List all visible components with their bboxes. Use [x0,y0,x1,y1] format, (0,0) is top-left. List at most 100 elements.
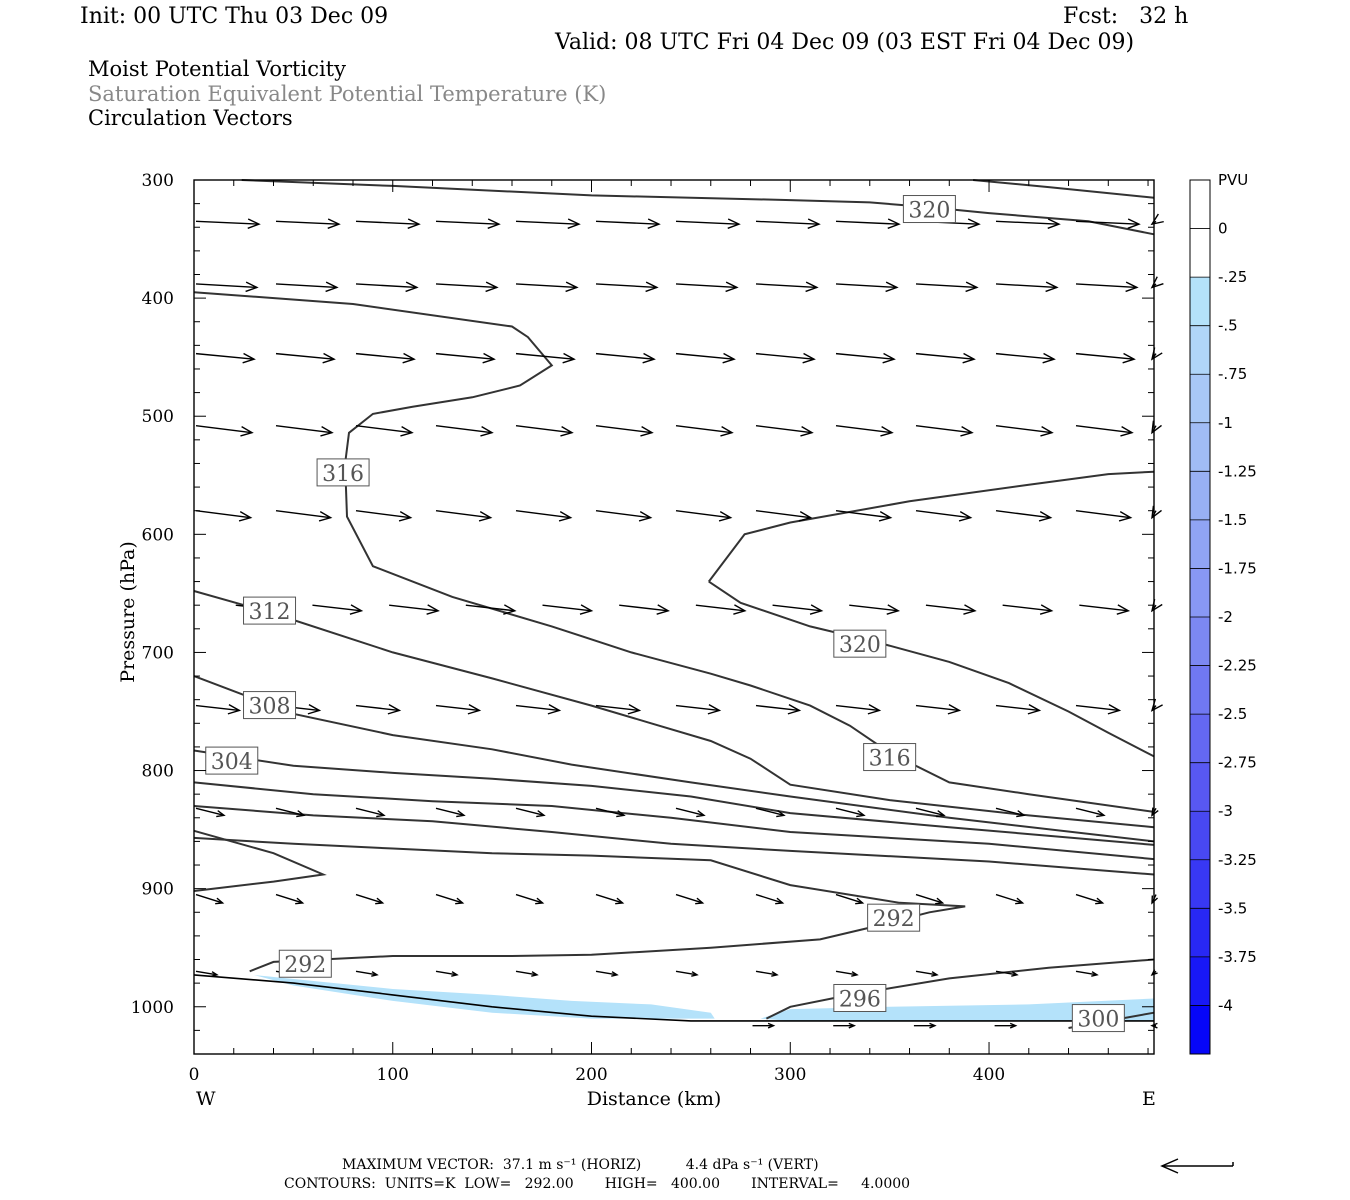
vector-head [1151,420,1162,435]
circulation-vector-54 [355,510,413,522]
vector-head [558,511,573,522]
circulation-vector-16 [435,281,499,293]
vector-shaft [595,970,618,976]
vector-head [455,897,465,905]
vector-head [809,604,824,615]
vector-shaft [195,970,218,976]
field-title-vectors: Circulation Vectors [88,106,293,130]
vector-shaft [195,704,240,712]
contour-info-note: CONTOURS: UNITS=K LOW= 292.00 HIGH= 400.… [284,1176,911,1192]
vector-shaft [619,604,669,612]
circulation-vector-88 [995,703,1042,715]
circulation-vector-37 [1075,352,1136,364]
vector-shaft [675,807,705,817]
circulation-vector-110 [675,893,705,905]
axes-layer: 0 100 200 300 400 300 400 500 600 700 800 900 1000 Di… [117,171,1156,1110]
vector-shaft [755,220,820,225]
contour-label-8: 292 [867,903,921,932]
circulation-vector-76 [1079,604,1131,615]
contour-line-6 [193,675,1155,843]
colorbar-tick-label: -.25 [1218,268,1247,286]
colorbar-tick-label: -1.5 [1218,511,1247,529]
vector-head [478,511,493,522]
circulation-vector-57 [595,510,653,522]
vector-shaft [849,604,899,612]
circulation-vector-47 [835,424,894,437]
circulation-vector-82 [515,703,562,715]
vector-head [1016,810,1026,818]
vector-shaft [435,424,493,434]
vector-shaft [435,807,465,817]
colorbar-tick-label: -.75 [1218,365,1247,383]
circulation-vector-106 [355,893,385,905]
vector-head [565,281,579,293]
circulation-vector-34 [835,352,896,364]
contour-label-box [205,746,259,775]
colorbar-cell-6 [1190,471,1210,521]
vector-shaft [195,220,260,225]
vector-shaft [355,704,400,712]
circulation-vector-135 [1150,1022,1158,1029]
contour-line-11 [193,836,966,973]
vector-head [800,426,814,437]
vector-shaft [595,807,625,817]
vector-head [1039,604,1054,615]
pv-shade-region-1 [760,998,1154,1021]
vector-shaft [435,283,497,289]
circulation-vector-133 [994,1022,1018,1029]
vector-shaft [1075,970,1098,976]
vector-head [1120,426,1134,437]
vector-head [1042,352,1056,364]
colorbar-cell-9 [1190,617,1210,667]
circulation-vector-91 [195,807,226,818]
vector-shaft [675,704,720,712]
circulation-vector-45 [675,424,734,437]
colorbar-tick-label: -1.25 [1218,462,1257,480]
circulation-vector-108 [515,893,545,905]
vector-shaft [195,893,223,904]
vector-shaft [915,807,945,817]
vector-shaft [755,704,800,712]
circulation-vector-124 [755,970,779,977]
vector-head [696,810,706,818]
colorbar-cell-11 [1190,714,1210,764]
vector-head [936,810,946,818]
x-tick-label: 400 [973,1065,1005,1085]
vector-head [216,810,226,818]
vector-shaft [355,893,383,904]
circulation-vector-102 [1075,807,1106,818]
contour-label-3: 312 [243,596,297,625]
y-axis-title: Pressure (hPa) [117,541,139,683]
circulation-vector-71 [695,604,747,615]
vector-head [1151,895,1159,905]
circulation-vector-28 [355,352,416,364]
circulation-vector-8 [835,218,901,229]
contour-label-10: 300 [1071,1004,1125,1033]
colorbar-unit-label: PVU [1218,171,1248,189]
max-vector-note: MAXIMUM VECTOR: 37.1 m s⁻¹ (HORIZ) 4.4 d… [342,1157,819,1173]
contour-label-box [902,195,956,224]
contour-label-text: 320 [839,633,881,658]
vector-shaft [835,970,858,976]
vector-shaft [355,510,411,519]
contour-label-box [316,458,370,487]
circulation-vector-94 [435,807,466,818]
colorbar-tick-label: -1 [1218,414,1233,432]
circulation-vector-29 [435,352,496,364]
vector-shaft [995,352,1055,360]
vector-shaft [835,510,891,519]
vector-head [725,281,739,293]
vector-head [480,426,494,437]
circulation-vector-2 [355,218,421,229]
colorbar-cell-13 [1190,811,1210,861]
vector-head [615,897,625,905]
colorbar-cell-8 [1190,568,1210,618]
x-tick-label: 300 [774,1065,806,1085]
vector-shaft [515,510,571,519]
circulation-vector-81 [435,703,482,715]
vector-shaft [835,807,865,817]
vector-shaft [195,283,257,289]
vector-shaft [1075,807,1105,817]
vector-head [307,703,322,715]
vector-head [720,426,734,437]
